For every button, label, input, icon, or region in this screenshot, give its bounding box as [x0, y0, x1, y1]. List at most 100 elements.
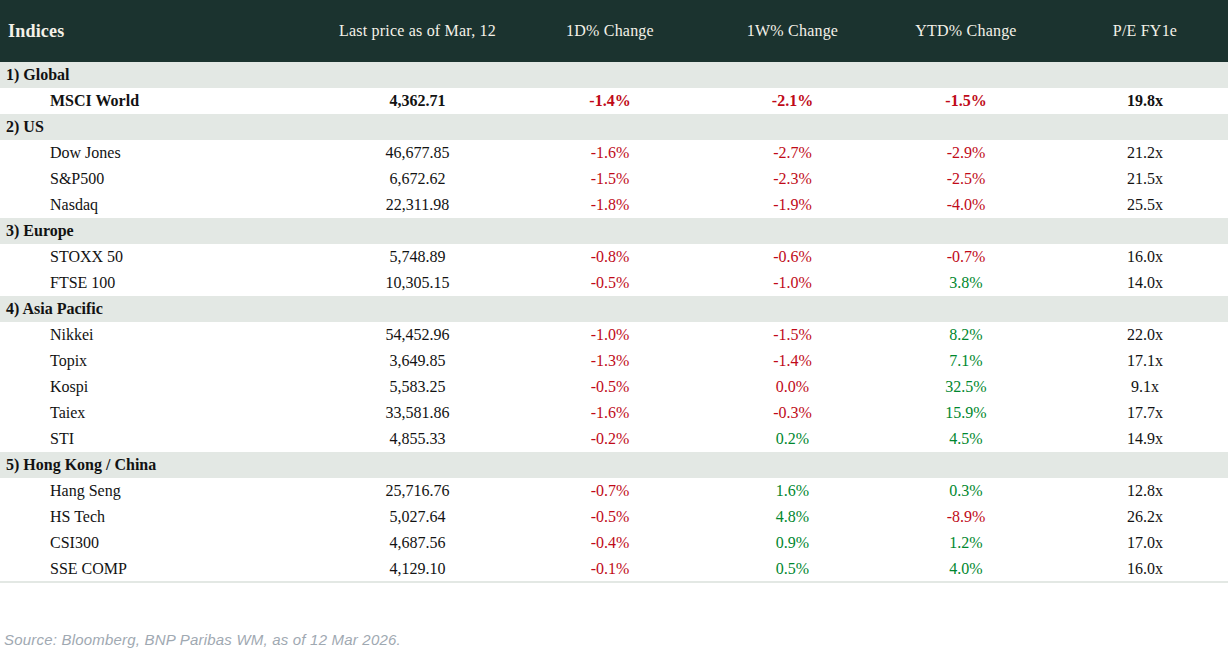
- d1-change-cell: -1.3%: [505, 348, 715, 374]
- pe-cell: 16.0x: [1062, 556, 1228, 582]
- column-header-ytd-change: YTD% Change: [870, 0, 1062, 62]
- d1-change-cell: -1.6%: [505, 140, 715, 166]
- w1-change-cell: 4.8%: [715, 504, 870, 530]
- index-row: CSI3004,687.56-0.4%0.9%1.2%17.0x: [0, 530, 1228, 556]
- index-name-cell: Nikkei: [0, 322, 330, 348]
- section-row: 2) US: [0, 114, 1228, 140]
- w1-change-cell: 0.5%: [715, 556, 870, 582]
- index-row: MSCI World4,362.71-1.4%-2.1%-1.5%19.8x: [0, 88, 1228, 114]
- column-header-indices: Indices: [0, 0, 330, 62]
- last-price-cell: 33,581.86: [330, 400, 505, 426]
- last-price-cell: 4,362.71: [330, 88, 505, 114]
- ytd-change-cell: -1.5%: [870, 88, 1062, 114]
- pe-cell: 17.7x: [1062, 400, 1228, 426]
- index-name-cell: STOXX 50: [0, 244, 330, 270]
- d1-change-cell: -0.7%: [505, 478, 715, 504]
- w1-change-cell: 0.9%: [715, 530, 870, 556]
- index-row: Nasdaq22,311.98-1.8%-1.9%-4.0%25.5x: [0, 192, 1228, 218]
- column-header-pe-fy1e: P/E FY1e: [1062, 0, 1228, 62]
- w1-change-cell: -2.7%: [715, 140, 870, 166]
- last-price-cell: 3,649.85: [330, 348, 505, 374]
- w1-change-cell: -2.1%: [715, 88, 870, 114]
- index-name-cell: MSCI World: [0, 88, 330, 114]
- ytd-change-cell: 3.8%: [870, 270, 1062, 296]
- section-label: 1) Global: [0, 62, 1228, 88]
- table-body: 1) GlobalMSCI World4,362.71-1.4%-2.1%-1.…: [0, 62, 1228, 582]
- d1-change-cell: -1.6%: [505, 400, 715, 426]
- d1-change-cell: -1.0%: [505, 322, 715, 348]
- index-row: SSE COMP4,129.10-0.1%0.5%4.0%16.0x: [0, 556, 1228, 582]
- table-header-row: Indices Last price as of Mar, 12 1D% Cha…: [0, 0, 1228, 62]
- pe-cell: 21.2x: [1062, 140, 1228, 166]
- last-price-cell: 6,672.62: [330, 166, 505, 192]
- index-row: Taiex33,581.86-1.6%-0.3%15.9%17.7x: [0, 400, 1228, 426]
- indices-table: Indices Last price as of Mar, 12 1D% Cha…: [0, 0, 1228, 583]
- section-label: 2) US: [0, 114, 1228, 140]
- last-price-cell: 4,129.10: [330, 556, 505, 582]
- pe-cell: 26.2x: [1062, 504, 1228, 530]
- source-note: Source: Bloomberg, BNP Paribas WM, as of…: [4, 631, 1228, 648]
- section-label: 5) Hong Kong / China: [0, 452, 1228, 478]
- w1-change-cell: -2.3%: [715, 166, 870, 192]
- index-name-cell: Kospi: [0, 374, 330, 400]
- section-label: 4) Asia Pacific: [0, 296, 1228, 322]
- ytd-change-cell: 8.2%: [870, 322, 1062, 348]
- ytd-change-cell: 4.5%: [870, 426, 1062, 452]
- last-price-cell: 54,452.96: [330, 322, 505, 348]
- last-price-cell: 4,687.56: [330, 530, 505, 556]
- pe-cell: 25.5x: [1062, 192, 1228, 218]
- index-name-cell: Taiex: [0, 400, 330, 426]
- index-name-cell: Nasdaq: [0, 192, 330, 218]
- index-row: Kospi5,583.25-0.5%0.0%32.5%9.1x: [0, 374, 1228, 400]
- index-row: STI4,855.33-0.2%0.2%4.5%14.9x: [0, 426, 1228, 452]
- index-name-cell: SSE COMP: [0, 556, 330, 582]
- index-name-cell: Hang Seng: [0, 478, 330, 504]
- section-row: 1) Global: [0, 62, 1228, 88]
- w1-change-cell: -0.6%: [715, 244, 870, 270]
- last-price-cell: 22,311.98: [330, 192, 505, 218]
- index-name-cell: FTSE 100: [0, 270, 330, 296]
- ytd-change-cell: -8.9%: [870, 504, 1062, 530]
- pe-cell: 22.0x: [1062, 322, 1228, 348]
- ytd-change-cell: -4.0%: [870, 192, 1062, 218]
- ytd-change-cell: -2.5%: [870, 166, 1062, 192]
- ytd-change-cell: 1.2%: [870, 530, 1062, 556]
- pe-cell: 17.0x: [1062, 530, 1228, 556]
- pe-cell: 14.0x: [1062, 270, 1228, 296]
- d1-change-cell: -0.5%: [505, 270, 715, 296]
- pe-cell: 16.0x: [1062, 244, 1228, 270]
- w1-change-cell: -1.9%: [715, 192, 870, 218]
- column-header-1w-change: 1W% Change: [715, 0, 870, 62]
- w1-change-cell: -1.5%: [715, 322, 870, 348]
- index-row: Topix3,649.85-1.3%-1.4%7.1%17.1x: [0, 348, 1228, 374]
- index-row: Hang Seng25,716.76-0.7%1.6%0.3%12.8x: [0, 478, 1228, 504]
- w1-change-cell: 1.6%: [715, 478, 870, 504]
- ytd-change-cell: 32.5%: [870, 374, 1062, 400]
- pe-cell: 21.5x: [1062, 166, 1228, 192]
- w1-change-cell: 0.0%: [715, 374, 870, 400]
- last-price-cell: 5,748.89: [330, 244, 505, 270]
- index-name-cell: CSI300: [0, 530, 330, 556]
- d1-change-cell: -0.5%: [505, 374, 715, 400]
- pe-cell: 9.1x: [1062, 374, 1228, 400]
- pe-cell: 19.8x: [1062, 88, 1228, 114]
- index-row: STOXX 505,748.89-0.8%-0.6%-0.7%16.0x: [0, 244, 1228, 270]
- index-row: Dow Jones46,677.85-1.6%-2.7%-2.9%21.2x: [0, 140, 1228, 166]
- pe-cell: 12.8x: [1062, 478, 1228, 504]
- d1-change-cell: -1.4%: [505, 88, 715, 114]
- index-row: FTSE 10010,305.15-0.5%-1.0%3.8%14.0x: [0, 270, 1228, 296]
- d1-change-cell: -1.8%: [505, 192, 715, 218]
- last-price-cell: 46,677.85: [330, 140, 505, 166]
- d1-change-cell: -0.1%: [505, 556, 715, 582]
- section-row: 3) Europe: [0, 218, 1228, 244]
- section-row: 4) Asia Pacific: [0, 296, 1228, 322]
- index-name-cell: Dow Jones: [0, 140, 330, 166]
- ytd-change-cell: 7.1%: [870, 348, 1062, 374]
- ytd-change-cell: 0.3%: [870, 478, 1062, 504]
- last-price-cell: 4,855.33: [330, 426, 505, 452]
- w1-change-cell: -1.0%: [715, 270, 870, 296]
- index-name-cell: S&P500: [0, 166, 330, 192]
- column-header-1d-change: 1D% Change: [505, 0, 715, 62]
- pe-cell: 14.9x: [1062, 426, 1228, 452]
- ytd-change-cell: -0.7%: [870, 244, 1062, 270]
